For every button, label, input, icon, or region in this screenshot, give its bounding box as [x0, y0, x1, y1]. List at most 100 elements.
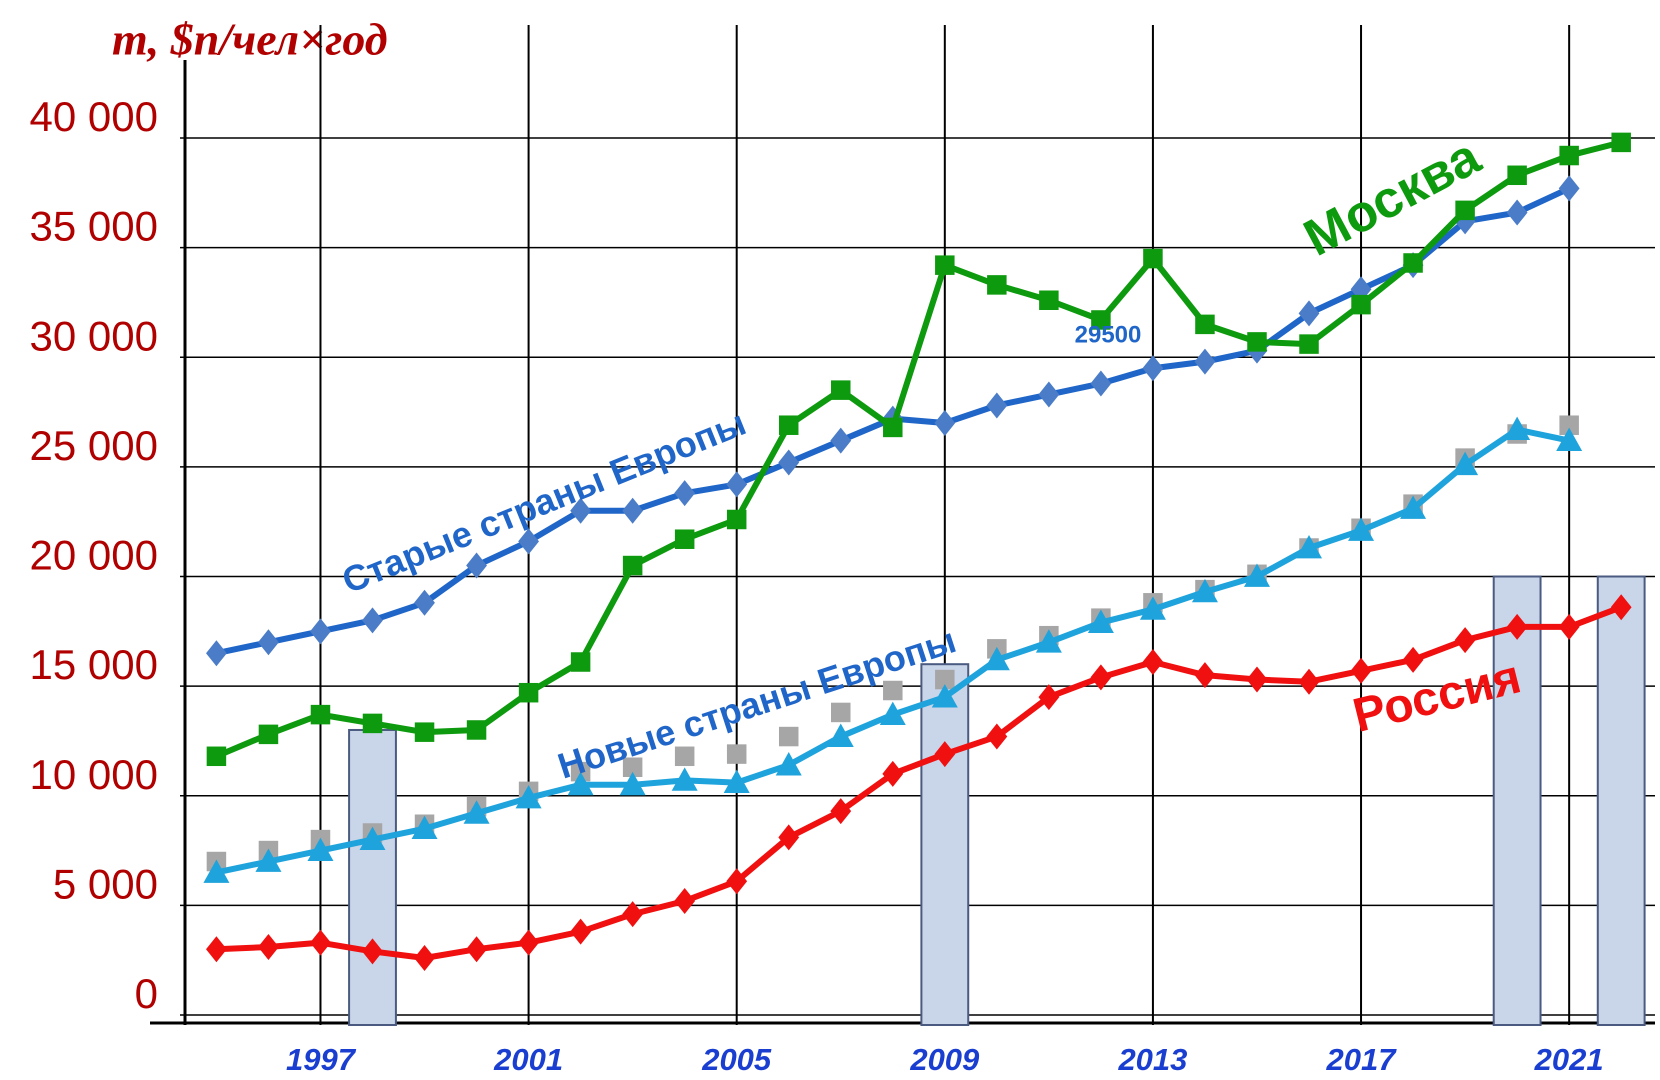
- y-tick-label: 20 000: [30, 532, 158, 579]
- marker: [778, 726, 799, 747]
- marker: [983, 646, 1010, 671]
- marker: [931, 684, 958, 708]
- marker: [1035, 629, 1062, 653]
- marker: [307, 837, 334, 861]
- marker: [879, 701, 906, 726]
- x-tick-label: 1997: [286, 1042, 357, 1077]
- marker: [1143, 248, 1163, 269]
- marker: [1507, 165, 1527, 186]
- marker: [1194, 348, 1216, 375]
- y-tick-label: 0: [135, 970, 158, 1017]
- marker: [414, 944, 435, 971]
- marker: [1142, 355, 1164, 382]
- marker: [622, 757, 643, 777]
- marker: [831, 380, 851, 400]
- marker: [518, 528, 539, 555]
- y-axis-label: m, $п/чел×год: [112, 14, 388, 65]
- marker: [827, 723, 854, 747]
- marker: [1139, 596, 1166, 620]
- crisis-bar: [1596, 575, 1646, 1026]
- marker: [1038, 684, 1060, 711]
- marker: [1142, 649, 1164, 676]
- series-name: Старые страны Европы: [336, 402, 751, 602]
- marker: [310, 618, 331, 645]
- marker: [206, 936, 227, 963]
- marker: [518, 682, 539, 703]
- marker: [570, 652, 591, 672]
- marker: [570, 497, 592, 524]
- marker: [310, 704, 331, 725]
- marker: [778, 415, 799, 435]
- marker: [1559, 415, 1579, 435]
- marker: [935, 255, 955, 275]
- x-tick-label: 2005: [701, 1042, 772, 1077]
- marker: [258, 724, 279, 745]
- marker: [622, 497, 644, 524]
- marker: [883, 680, 903, 701]
- marker: [258, 629, 279, 656]
- marker: [1351, 294, 1371, 315]
- marker: [1195, 314, 1215, 335]
- marker: [414, 589, 435, 616]
- marker: [570, 761, 591, 782]
- annotation: 29500: [1075, 321, 1142, 348]
- marker: [359, 826, 386, 850]
- marker: [1246, 666, 1268, 693]
- marker: [1039, 290, 1059, 310]
- y-tick-label: 30 000: [30, 312, 158, 359]
- marker: [1299, 334, 1319, 354]
- x-tick-label: 2009: [909, 1042, 980, 1077]
- y-tick-label: 35 000: [30, 203, 158, 250]
- marker: [466, 552, 487, 579]
- marker: [567, 771, 594, 796]
- marker: [726, 509, 747, 530]
- x-tick-label: 2013: [1117, 1042, 1187, 1077]
- marker: [987, 275, 1007, 295]
- marker: [619, 771, 646, 796]
- series-name: Новые страны Европы: [553, 619, 961, 786]
- marker: [203, 859, 230, 883]
- marker: [1348, 517, 1375, 541]
- marker: [414, 722, 435, 742]
- marker: [1298, 300, 1320, 327]
- marker: [1506, 613, 1528, 640]
- marker: [775, 752, 802, 776]
- marker: [1454, 627, 1476, 654]
- y-tick-label: 15 000: [30, 641, 158, 688]
- x-tick-label: 2017: [1326, 1042, 1398, 1077]
- marker: [986, 723, 1008, 750]
- marker: [1403, 253, 1423, 273]
- marker: [1455, 200, 1475, 221]
- crisis-bar: [348, 728, 397, 1026]
- marker: [622, 555, 643, 576]
- marker: [674, 480, 696, 507]
- y-tick-label: 5 000: [53, 860, 158, 907]
- marker: [831, 702, 851, 723]
- marker: [674, 746, 695, 767]
- x-tick-label: 2021: [1534, 1042, 1604, 1077]
- marker: [1091, 310, 1111, 330]
- marker: [1194, 662, 1216, 689]
- marker: [726, 744, 747, 764]
- marker: [1506, 199, 1528, 226]
- marker: [778, 449, 800, 476]
- marker: [515, 784, 542, 809]
- crisis-bar: [1492, 575, 1542, 1026]
- marker: [258, 934, 279, 961]
- marker: [1556, 427, 1583, 451]
- marker: [1038, 381, 1060, 408]
- marker: [674, 529, 695, 549]
- marker: [934, 741, 956, 768]
- marker: [362, 607, 383, 634]
- marker: [1296, 534, 1323, 559]
- marker: [1611, 132, 1631, 153]
- marker: [1452, 451, 1479, 476]
- marker: [674, 887, 696, 914]
- marker: [206, 746, 227, 767]
- marker: [362, 713, 383, 734]
- marker: [255, 848, 282, 872]
- marker: [1350, 657, 1372, 684]
- marker: [1090, 370, 1112, 397]
- marker: [934, 410, 956, 437]
